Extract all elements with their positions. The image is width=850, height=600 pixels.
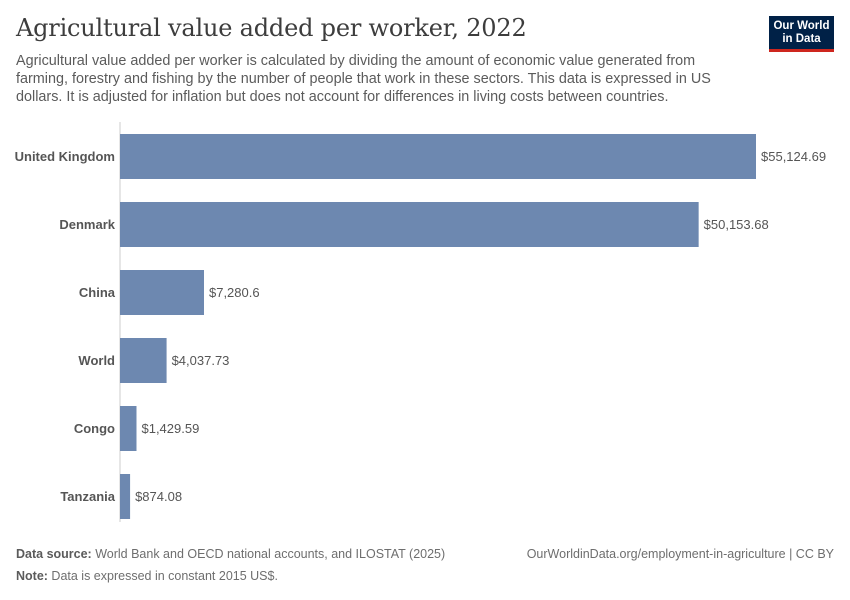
value-label: $4,037.73	[172, 353, 230, 368]
category-label[interactable]: Denmark	[59, 217, 115, 232]
value-label: $874.08	[135, 489, 182, 504]
category-label[interactable]: China	[79, 285, 116, 300]
chart-subtitle: Agricultural value added per worker is c…	[16, 53, 711, 105]
bar-united-kingdom[interactable]	[120, 134, 756, 179]
category-label[interactable]: United Kingdom	[15, 149, 115, 164]
note-label: Note:	[16, 569, 48, 583]
bar-congo[interactable]	[120, 406, 137, 451]
value-label: $50,153.68	[704, 217, 769, 232]
bar-chart: United Kingdom $55,124.69 Denmark $50,153.6…	[15, 122, 826, 522]
category-label[interactable]: World	[78, 353, 115, 368]
data-source-text: World Bank and OECD national accounts, a…	[91, 547, 446, 561]
bar-denmark[interactable]	[120, 202, 699, 247]
bar-china[interactable]	[120, 270, 204, 315]
value-label: $55,124.69	[761, 149, 826, 164]
source-url-link[interactable]: OurWorldinData.org/employment-in-agricul…	[526, 547, 834, 561]
logo-line-1: Our World	[773, 20, 830, 32]
note-text: Data is expressed in constant 2015 US$.	[47, 569, 278, 583]
category-label[interactable]: Tanzania	[60, 489, 115, 504]
owid-logo[interactable]: Our World in Data	[769, 16, 834, 52]
chart-title: Agricultural value added per worker, 202…	[16, 14, 527, 42]
data-source: Data source: World Bank and OECD nationa…	[16, 547, 445, 561]
bar-tanzania[interactable]	[120, 474, 131, 519]
bar-world[interactable]	[120, 338, 167, 383]
category-label[interactable]: Congo	[74, 421, 115, 436]
data-note: Note: Data is expressed in constant 2015…	[16, 569, 278, 583]
value-label: $1,429.59	[141, 421, 199, 436]
value-label: $7,280.6	[209, 285, 260, 300]
logo-line-2: in Data	[782, 32, 821, 45]
data-source-label: Data source:	[16, 547, 92, 561]
